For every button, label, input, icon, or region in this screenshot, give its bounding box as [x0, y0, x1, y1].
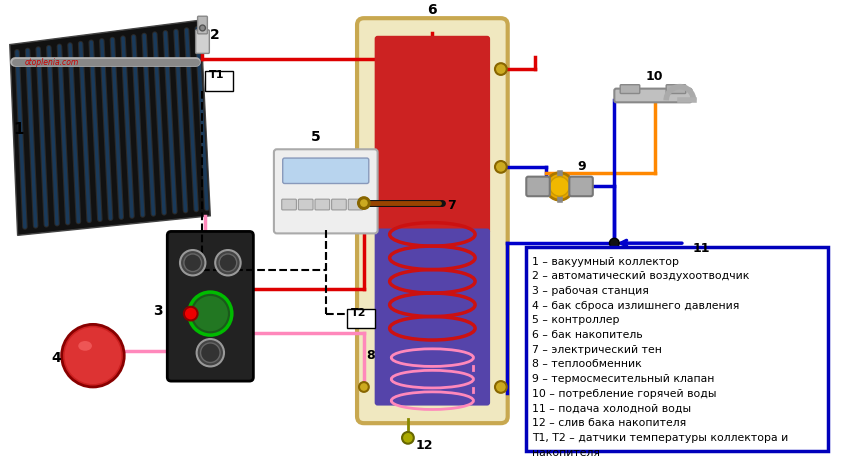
Text: 3: 3: [154, 303, 163, 317]
Circle shape: [359, 199, 369, 208]
Circle shape: [196, 339, 224, 367]
Text: 5 – контроллер: 5 – контроллер: [532, 315, 620, 325]
Circle shape: [215, 251, 241, 276]
Bar: [377, 232, 487, 244]
FancyBboxPatch shape: [167, 232, 253, 381]
FancyBboxPatch shape: [375, 37, 490, 235]
Circle shape: [219, 254, 237, 272]
Bar: [526, 247, 828, 451]
Ellipse shape: [78, 341, 92, 351]
Circle shape: [359, 382, 369, 392]
Circle shape: [184, 307, 197, 321]
FancyBboxPatch shape: [274, 150, 377, 234]
Circle shape: [609, 239, 619, 248]
FancyBboxPatch shape: [298, 200, 313, 211]
Text: 10 – потребление горячей воды: 10 – потребление горячей воды: [532, 388, 717, 398]
Text: 4 – бак сброса излишнего давления: 4 – бак сброса излишнего давления: [532, 300, 740, 310]
Text: 6: 6: [428, 3, 437, 17]
Text: otoplenia.com: otoplenia.com: [25, 57, 79, 67]
Circle shape: [189, 292, 232, 336]
Text: 9: 9: [577, 159, 586, 173]
Text: 11: 11: [693, 241, 710, 254]
Circle shape: [193, 297, 228, 331]
Circle shape: [546, 174, 573, 201]
Text: 9 – термосмесительный клапан: 9 – термосмесительный клапан: [532, 373, 715, 383]
FancyBboxPatch shape: [332, 200, 346, 211]
Text: 8: 8: [366, 348, 375, 361]
Circle shape: [550, 177, 570, 197]
FancyBboxPatch shape: [348, 200, 363, 211]
Text: T2: T2: [351, 307, 366, 317]
FancyBboxPatch shape: [615, 90, 692, 103]
Text: 12 – слив бака накопителя: 12 – слив бака накопителя: [532, 417, 687, 427]
Text: 7 – электрический тен: 7 – электрический тен: [532, 344, 662, 354]
Circle shape: [65, 328, 122, 384]
FancyBboxPatch shape: [196, 31, 209, 54]
Text: 11 – подача холодной воды: 11 – подача холодной воды: [532, 403, 691, 413]
Text: 1 – вакуумный коллектор: 1 – вакуумный коллектор: [532, 256, 679, 266]
Text: 12: 12: [416, 438, 434, 451]
Text: 1: 1: [14, 121, 24, 136]
Circle shape: [495, 381, 507, 393]
Text: 5: 5: [311, 130, 320, 144]
Circle shape: [358, 198, 370, 209]
FancyBboxPatch shape: [375, 229, 490, 406]
Text: 2 – автоматический воздухоотводчик: 2 – автоматический воздухоотводчик: [532, 271, 750, 281]
Circle shape: [495, 64, 507, 76]
Circle shape: [180, 251, 206, 276]
Text: 8 – теплообменник: 8 – теплообменник: [532, 359, 642, 369]
Text: T1: T1: [209, 70, 225, 80]
Circle shape: [495, 162, 507, 174]
Text: 2: 2: [210, 28, 220, 42]
Text: 3 – рабочая станция: 3 – рабочая станция: [532, 285, 649, 296]
Circle shape: [62, 325, 124, 387]
FancyBboxPatch shape: [666, 85, 686, 94]
Text: 4: 4: [52, 350, 61, 364]
Bar: [206, 72, 233, 91]
FancyBboxPatch shape: [283, 159, 369, 184]
FancyBboxPatch shape: [570, 177, 592, 197]
FancyBboxPatch shape: [315, 200, 330, 211]
FancyBboxPatch shape: [620, 85, 640, 94]
Text: 10: 10: [646, 70, 663, 83]
FancyBboxPatch shape: [357, 19, 507, 423]
Polygon shape: [10, 21, 210, 236]
FancyBboxPatch shape: [281, 200, 297, 211]
Text: 6 – бак накопитель: 6 – бак накопитель: [532, 330, 643, 339]
FancyBboxPatch shape: [197, 17, 207, 35]
Text: накопителя: накопителя: [532, 447, 600, 457]
Circle shape: [402, 432, 414, 444]
FancyBboxPatch shape: [526, 177, 550, 197]
Circle shape: [200, 26, 206, 32]
Circle shape: [184, 254, 201, 272]
Circle shape: [201, 343, 220, 363]
Bar: [348, 309, 375, 329]
Text: 7: 7: [447, 199, 456, 212]
Text: T1, T2 – датчики температуры коллектора и: T1, T2 – датчики температуры коллектора …: [532, 432, 789, 442]
